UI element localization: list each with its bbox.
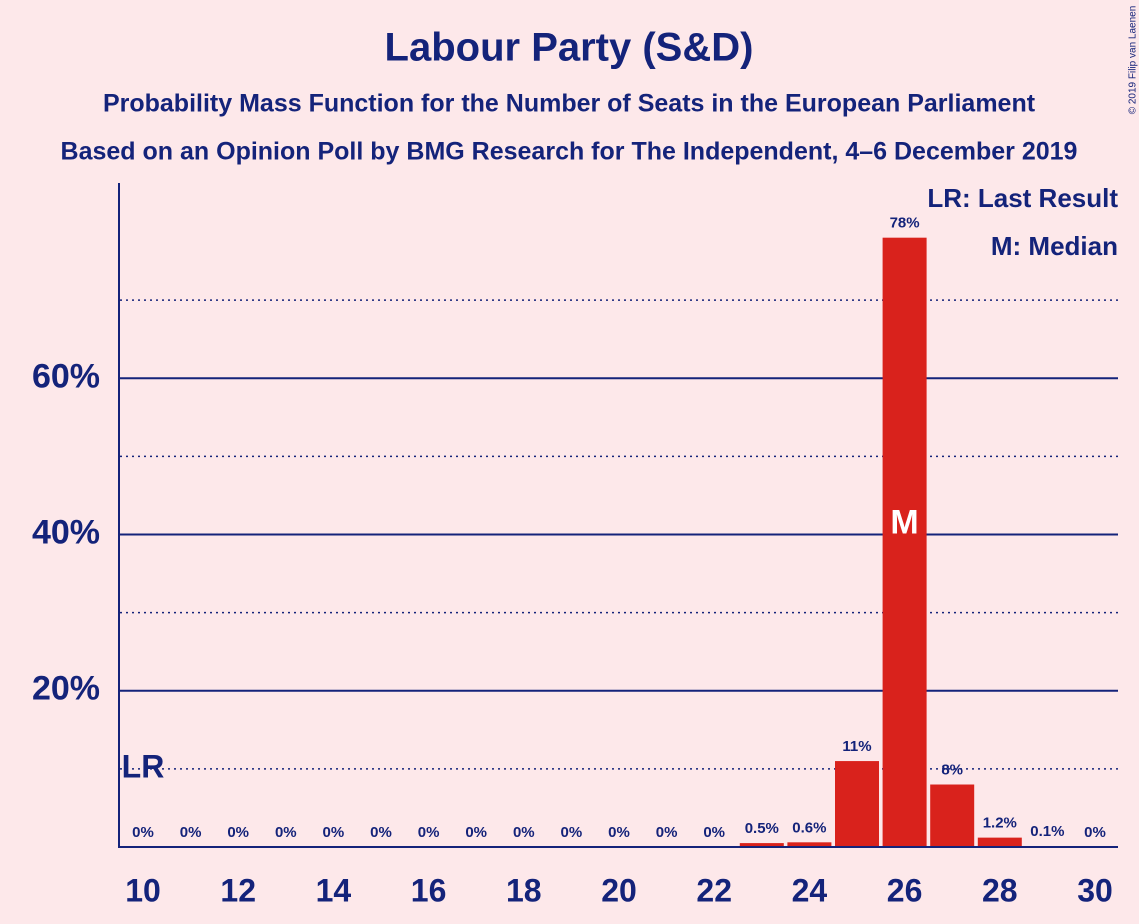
y-tick-label: 40%	[32, 514, 100, 552]
value-label: 0%	[703, 824, 725, 841]
value-label: 0.1%	[1030, 823, 1064, 840]
value-label: 0%	[275, 824, 297, 841]
value-label: 0%	[132, 824, 154, 841]
value-label: 0%	[1084, 824, 1106, 841]
value-label: 0%	[323, 824, 345, 841]
x-tick-label: 22	[696, 872, 732, 908]
value-label: 0%	[227, 824, 249, 841]
value-label: 1.2%	[983, 815, 1017, 832]
bar	[787, 842, 832, 847]
value-label: 0%	[513, 824, 535, 841]
bar	[977, 837, 1022, 847]
value-label: 0%	[370, 824, 392, 841]
x-tick-label: 18	[506, 872, 542, 908]
chart-subtitle: Based on an Opinion Poll by BMG Research…	[61, 138, 1078, 166]
x-tick-label: 30	[1077, 872, 1113, 908]
x-tick-label: 28	[982, 872, 1018, 908]
chart-title: Labour Party (S&D)	[385, 26, 754, 70]
chart-subtitle: Probability Mass Function for the Number…	[103, 90, 1036, 118]
bar	[930, 784, 975, 847]
value-label: 78%	[890, 215, 920, 232]
bar	[835, 761, 879, 847]
x-tick-label: 12	[220, 872, 256, 908]
bar	[882, 237, 927, 847]
value-label: 0.5%	[745, 820, 779, 837]
value-label: 0%	[656, 824, 678, 841]
y-tick-label: 20%	[32, 670, 100, 708]
x-tick-label: 16	[411, 872, 447, 908]
value-label: 0.6%	[792, 819, 826, 836]
legend-entry: LR: Last Result	[927, 183, 1118, 213]
value-label: 0%	[608, 824, 630, 841]
x-tick-label: 10	[125, 872, 161, 908]
copyright: © 2019 Filip van Laenen	[1128, 6, 1139, 115]
x-tick-label: 26	[887, 872, 923, 908]
x-tick-label: 20	[601, 872, 637, 908]
x-tick-label: 14	[316, 872, 352, 908]
value-label: 11%	[842, 738, 871, 755]
legend-entry: M: Median	[991, 231, 1118, 261]
last-result-marker: LR	[122, 748, 165, 784]
value-label: 0%	[418, 824, 440, 841]
value-label: 0%	[180, 824, 202, 841]
y-tick-label: 60%	[32, 357, 100, 395]
value-label: 0%	[561, 824, 583, 841]
median-marker: M	[890, 504, 918, 542]
x-tick-label: 24	[792, 872, 828, 908]
value-label: 0%	[465, 824, 487, 841]
value-label: 8%	[941, 761, 963, 778]
bar	[739, 843, 784, 847]
